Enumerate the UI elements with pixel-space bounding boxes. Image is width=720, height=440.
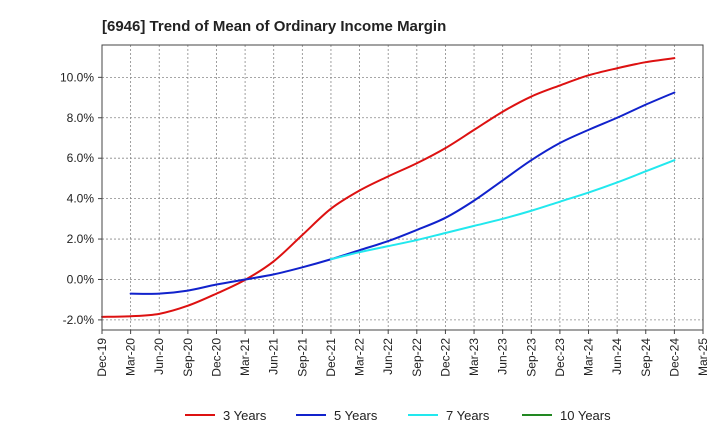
legend: 3 Years 5 Years 7 Years 10 Years — [185, 408, 611, 423]
x-tick-label: Dec-23 — [553, 338, 567, 377]
x-tick-label: Jun-23 — [496, 338, 510, 375]
x-tick-label: Sep-22 — [410, 338, 424, 377]
x-tick-label: Mar-20 — [124, 338, 138, 376]
x-tick-label: Dec-22 — [438, 338, 452, 377]
series-line — [329, 159, 676, 261]
series-line — [101, 57, 676, 318]
y-tick-label: 2.0% — [67, 232, 95, 246]
x-axis-ticks: Dec-19 Mar-20 Jun-20 Sep-20 Dec-20 Mar-21 Jun-… — [95, 330, 710, 377]
y-tick-label: 8.0% — [67, 111, 95, 125]
x-tick-label: Sep-21 — [295, 338, 309, 377]
grid-layer — [102, 45, 703, 330]
plot-area — [101, 44, 704, 331]
chart-title: [6946] Trend of Mean of Ordinary Income … — [102, 18, 446, 35]
x-tick-label: Jun-22 — [381, 338, 395, 375]
y-tick-label: 10.0% — [60, 70, 94, 84]
legend-label: 7 Years — [446, 408, 490, 423]
series-line — [129, 91, 676, 295]
y-tick-label: -2.0% — [63, 313, 95, 327]
series-layer — [101, 57, 676, 318]
x-tick-label: Sep-20 — [181, 338, 195, 377]
legend-label: 5 Years — [334, 408, 378, 423]
y-tick-label: 6.0% — [67, 151, 95, 165]
y-tick-label: 0.0% — [67, 272, 95, 286]
x-tick-label: Mar-23 — [467, 338, 481, 376]
x-tick-label: Dec-19 — [95, 338, 109, 377]
x-tick-label: Mar-25 — [696, 338, 710, 376]
x-tick-label: Dec-24 — [667, 338, 681, 377]
legend-label: 10 Years — [560, 408, 611, 423]
x-tick-label: Mar-24 — [582, 338, 596, 376]
x-tick-label: Mar-21 — [238, 338, 252, 376]
x-tick-label: Dec-21 — [324, 338, 338, 377]
x-tick-label: Sep-23 — [524, 338, 538, 377]
x-tick-label: Jun-20 — [152, 338, 166, 375]
y-tick-label: 4.0% — [67, 192, 95, 206]
x-tick-label: Sep-24 — [639, 338, 653, 377]
x-tick-label: Jun-24 — [610, 338, 624, 375]
legend-label: 3 Years — [223, 408, 267, 423]
y-axis-ticks: -2.0% 0.0% 2.0% 4.0% 6.0% 8.0% 10.0% — [60, 70, 102, 327]
x-tick-label: Mar-22 — [353, 338, 367, 376]
x-tick-label: Dec-20 — [209, 338, 223, 377]
x-tick-label: Jun-21 — [267, 338, 281, 375]
